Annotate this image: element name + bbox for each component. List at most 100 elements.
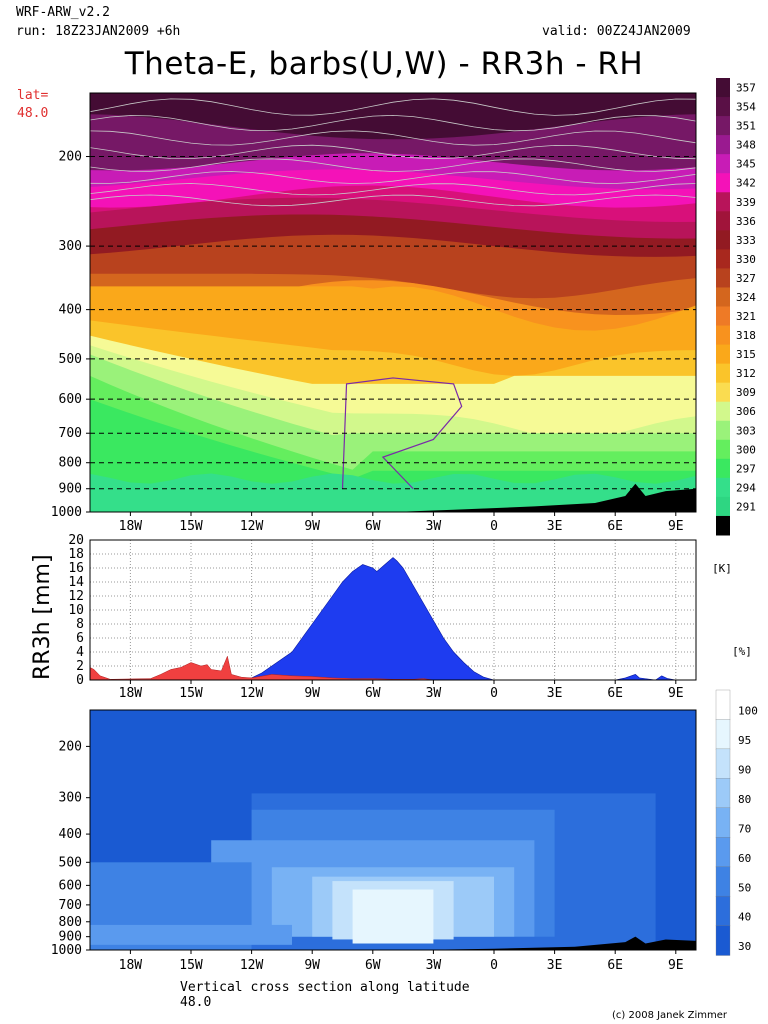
rh-band	[90, 924, 292, 945]
colorbar-label: 351	[736, 120, 756, 133]
colorbar-label: 357	[736, 82, 756, 95]
x-tick-label: 12W	[240, 519, 264, 534]
precip-contour	[341, 377, 463, 490]
y-tick-label: 200	[59, 150, 82, 165]
isentrope-line	[89, 158, 697, 172]
colorbar-swatch	[716, 496, 730, 517]
x-tick-label: 3W	[426, 686, 442, 701]
colorbar-swatch	[716, 382, 730, 403]
x-tick-label: 6W	[365, 686, 381, 701]
colorbar-label: 312	[736, 367, 756, 380]
rh-band	[352, 889, 434, 944]
isentrope-line	[89, 114, 697, 132]
isentrope-line	[89, 183, 697, 196]
rr-frame	[89, 539, 697, 681]
rr-y-tick-label: 6	[76, 631, 84, 646]
colorbar-swatch	[716, 173, 730, 193]
colorbar-label: 30	[738, 940, 751, 953]
x-tick-label: 15W	[179, 958, 203, 973]
colorbar-swatch	[716, 401, 730, 422]
footer-caption-value: 48.0	[180, 995, 212, 1010]
colorbar-label: 315	[736, 348, 756, 361]
colorbar-swatch	[716, 439, 730, 460]
colorbar-label: 309	[736, 386, 756, 399]
x-tick-label: 18W	[119, 958, 143, 973]
x-tick-label: 6W	[365, 519, 381, 534]
rr-series-red	[89, 655, 434, 681]
y-tick-label: 900	[59, 930, 82, 945]
colorbar-label: 100	[738, 705, 758, 718]
credit-label: (c) 2008 Janek Zimmer	[612, 1010, 728, 1021]
colorbar-swatch	[716, 458, 730, 479]
rr-y-tick-label: 12	[68, 589, 84, 604]
colorbar-swatch	[716, 97, 730, 117]
x-tick-label: 3E	[547, 686, 563, 701]
x-tick-label: 18W	[119, 519, 143, 534]
colorbar-swatch	[715, 837, 731, 868]
colorbar-label: 50	[738, 881, 751, 894]
colorbar-label: 40	[738, 911, 751, 924]
colorbar-label: 60	[738, 852, 751, 865]
y-tick-label: 1000	[51, 943, 82, 958]
colorbar-label: 70	[738, 822, 751, 835]
colorbar-swatch	[715, 719, 731, 750]
rr-y-tick-label: 18	[68, 547, 84, 562]
colorbar-label: 354	[736, 101, 756, 114]
colorbar-swatch	[716, 268, 730, 288]
y-tick-label: 300	[59, 791, 82, 806]
rr-y-tick-label: 20	[68, 533, 84, 548]
colorbar-swatch	[716, 287, 730, 307]
colorbar-swatch	[716, 515, 730, 536]
isentrope-line	[89, 144, 697, 160]
isentrope-line	[89, 130, 697, 146]
x-tick-label: 9E	[668, 519, 684, 534]
colorbar-swatch	[716, 135, 730, 155]
rr-y-tick-label: 0	[76, 673, 84, 688]
rh-unit-label: [%]	[732, 645, 752, 658]
colorbar-label: 294	[736, 481, 756, 494]
colorbar-swatch	[716, 230, 730, 250]
colorbar-swatch	[716, 192, 730, 212]
terrain	[413, 936, 696, 950]
colorbar-swatch	[716, 477, 730, 498]
chart-title: Theta-E, barbs(U,W) - RR3h - RH	[124, 46, 644, 82]
y-tick-label: 900	[59, 482, 82, 497]
colorbar-swatch	[715, 689, 731, 721]
lat-label: lat=	[17, 88, 49, 103]
y-tick-label: 200	[59, 739, 82, 754]
rh-frame	[89, 709, 697, 951]
y-tick-label: 300	[59, 239, 82, 254]
rr-y-tick-label: 14	[68, 575, 84, 590]
colorbar-swatch	[716, 78, 730, 98]
isentrope-line	[89, 171, 697, 184]
x-tick-label: 15W	[179, 686, 203, 701]
theta-frame	[89, 92, 697, 513]
colorbar-swatch	[716, 154, 730, 174]
theta-unit-label: [K]	[712, 562, 732, 575]
x-tick-label: 3E	[547, 519, 563, 534]
colorbar-label: 333	[736, 234, 756, 247]
colorbar-label: 90	[738, 764, 751, 777]
y-tick-label: 600	[59, 392, 82, 407]
theta-band	[90, 473, 696, 512]
y-tick-label: 1000	[51, 505, 82, 520]
run-label: run: 18Z23JAN2009 +6h	[16, 24, 181, 39]
colorbar-swatch	[716, 116, 730, 136]
x-tick-label: 6E	[607, 958, 623, 973]
colorbar-label: 327	[736, 272, 756, 285]
x-tick-label: 0	[490, 686, 498, 701]
x-tick-label: 0	[490, 519, 498, 534]
colorbar-swatch	[715, 866, 731, 897]
colorbar-label: 303	[736, 424, 756, 437]
x-tick-label: 6W	[365, 958, 381, 973]
x-tick-label: 3W	[426, 519, 442, 534]
colorbar-label: 324	[736, 291, 756, 304]
colorbar-swatch	[716, 420, 730, 441]
terrain	[393, 483, 696, 512]
colorbar-swatch	[715, 748, 731, 779]
colorbar-label: 297	[736, 462, 756, 475]
valid-label: valid: 00Z24JAN2009	[542, 24, 691, 39]
colorbar-swatch	[715, 925, 731, 956]
colorbar-swatch	[716, 211, 730, 231]
lat-value: 48.0	[17, 106, 49, 121]
